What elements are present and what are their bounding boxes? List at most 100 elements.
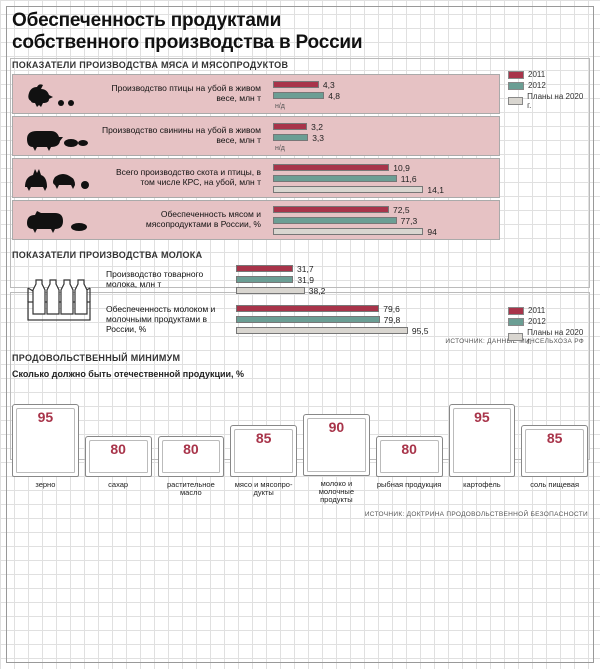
foodmin-bars: 95зерно80сахар80растительное масло85мясо…: [12, 385, 588, 505]
bar-rect: [273, 134, 308, 141]
bar-value: 77,3: [401, 216, 418, 226]
legend-item-y2012: 2012: [508, 81, 586, 90]
foodmin-value: 85: [256, 430, 272, 446]
foodmin-value: 90: [329, 419, 345, 435]
legend-milk: 2011 2012 Планы на 2020 г.: [508, 306, 586, 346]
bar-rect: [236, 305, 379, 312]
foodmin-value: 95: [38, 409, 54, 425]
legend-swatch: [508, 333, 523, 341]
legend-item-y2011: 2011: [508, 306, 586, 315]
foodmin-bar: 85: [521, 425, 588, 477]
pig-icon: [13, 117, 101, 155]
legend-item-y2011: 2011: [508, 70, 586, 79]
meat-rows: Производство птицы на убой в живом весе,…: [12, 74, 500, 240]
bar-y2012: 3,3: [273, 133, 495, 143]
bar-plan2020: 38,2: [236, 286, 500, 296]
meat-row-bars: 4,34,8 н/д: [269, 75, 499, 113]
page-title: Обеспеченность продуктами собственного п…: [12, 10, 588, 54]
foodmin-label: зерно: [35, 481, 55, 505]
meat-row-bars: 72,577,394: [269, 201, 499, 239]
foodmin-label: картофель: [463, 481, 501, 505]
bar-value: 10,9: [393, 163, 410, 173]
legend-swatch: [508, 97, 523, 105]
meat-row-bars: 3,23,3н/д: [269, 117, 499, 155]
poultry-icon: [13, 75, 101, 113]
bar-rect: [236, 287, 305, 294]
legend-label: Планы на 2020 г.: [527, 92, 586, 110]
legend-swatch: [508, 82, 524, 90]
legend-item-plan2020: Планы на 2020 г.: [508, 92, 586, 110]
bar-rect: [273, 92, 324, 99]
legend-swatch: [508, 318, 524, 326]
cow-icon: [13, 201, 101, 239]
milk-row-label: Обеспеченность молоком и молочными проду…: [106, 305, 236, 334]
bar-rect: [273, 164, 389, 171]
meat-row: Всего производство скота и птицы, в том …: [12, 158, 500, 198]
foodmin-column: 95 зерно: [12, 404, 79, 505]
milk-row-bars: 31,731,938,2: [236, 264, 500, 296]
bar-rect: [273, 81, 319, 88]
milk-bottles-icon: [12, 264, 106, 324]
foodmin-bar: 80: [376, 436, 443, 477]
bar-y2012: 4,8: [273, 91, 495, 101]
legend-swatch: [508, 71, 524, 79]
bar-y2011: 3,2: [273, 122, 495, 132]
bar-rect: [273, 217, 397, 224]
legend-label: Планы на 2020 г.: [527, 328, 586, 346]
bar-value: 31,7: [297, 264, 314, 274]
milk-block: Производство товарного молока, млн т31,7…: [12, 264, 500, 336]
bar-y2011: 79,6: [236, 304, 500, 314]
foodmin-value: 95: [474, 409, 490, 425]
legend-label: 2011: [528, 306, 545, 315]
meat-row-label: Производство птицы на убой в живом весе,…: [101, 84, 269, 104]
bar-plan2020: 94: [273, 227, 495, 237]
foodmin-column: 85 соль пищевая: [521, 425, 588, 505]
meat-row-label: Всего производство скота и птицы, в том …: [101, 168, 269, 188]
bar-value: 3,2: [311, 122, 323, 132]
legend-meat: 2011 2012 Планы на 2020 г.: [508, 70, 586, 110]
nd-label: н/д: [275, 103, 495, 110]
legend-label: 2012: [528, 81, 546, 90]
bar-y2012: 31,9: [236, 275, 500, 285]
foodmin-label: сахар: [108, 481, 128, 505]
foodmin-bar: 85: [230, 425, 297, 477]
meat-row: Обеспеченность мясом и мясопродуктами в …: [12, 200, 500, 240]
bar-rect: [273, 206, 389, 213]
foodmin-section-title: ПРОДОВОЛЬСТВЕННЫЙ МИНИМУМ: [12, 353, 588, 363]
bar-value: 11,6: [401, 174, 417, 184]
legend-swatch: [508, 307, 524, 315]
foodmin-column: 85мясо и мясопро-дукты: [230, 425, 297, 505]
bar-value: 95,5: [412, 326, 429, 336]
foodmin-column: 90молоко и молочные продукты: [303, 414, 370, 505]
bar-value: 3,3: [312, 133, 324, 143]
bar-y2011: 31,7: [236, 264, 500, 274]
meat-row-bars: 10,911,614,1: [269, 159, 499, 197]
milk-row-label: Производство товарного молока, млн т: [106, 270, 236, 290]
milk-row: Обеспеченность молоком и молочными проду…: [106, 304, 500, 336]
milk-rows: Производство товарного молока, млн т31,7…: [106, 264, 500, 336]
foodmin-bar: 90: [303, 414, 370, 476]
bar-rect: [273, 228, 423, 235]
foodmin-value: 80: [110, 441, 126, 457]
bar-rect: [273, 175, 397, 182]
legend-label: 2012: [528, 317, 546, 326]
bar-y2011: 4,3: [273, 80, 495, 90]
source-foodmin: ИСТОЧНИК: ДОКТРИНА ПРОДОВОЛЬСТВЕННОЙ БЕЗ…: [12, 511, 588, 518]
infographic-root: Обеспеченность продуктами собственного п…: [0, 0, 600, 524]
foodmin-value: 85: [547, 430, 563, 446]
meat-row-label: Обеспеченность мясом и мясопродуктами в …: [101, 210, 269, 230]
bar-rect: [236, 327, 408, 334]
meat-row: Производство птицы на убой в живом весе,…: [12, 74, 500, 114]
bar-plan2020: 95,5: [236, 326, 500, 336]
bar-y2012: 79,8: [236, 315, 500, 325]
bar-y2012: 77,3: [273, 216, 495, 226]
foodmin-label: соль пищевая: [530, 481, 579, 505]
bar-rect: [236, 316, 380, 323]
legend-label: 2011: [528, 70, 545, 79]
bar-y2012: 11,6: [273, 174, 495, 184]
milk-row-bars: 79,679,895,5: [236, 304, 500, 336]
bar-value: 79,6: [383, 304, 400, 314]
legend-item-plan2020: Планы на 2020 г.: [508, 328, 586, 346]
meat-row: Производство свинины на убой в живом вес…: [12, 116, 500, 156]
foodmin-subhead: Сколько должно быть отечественной продук…: [12, 369, 588, 379]
